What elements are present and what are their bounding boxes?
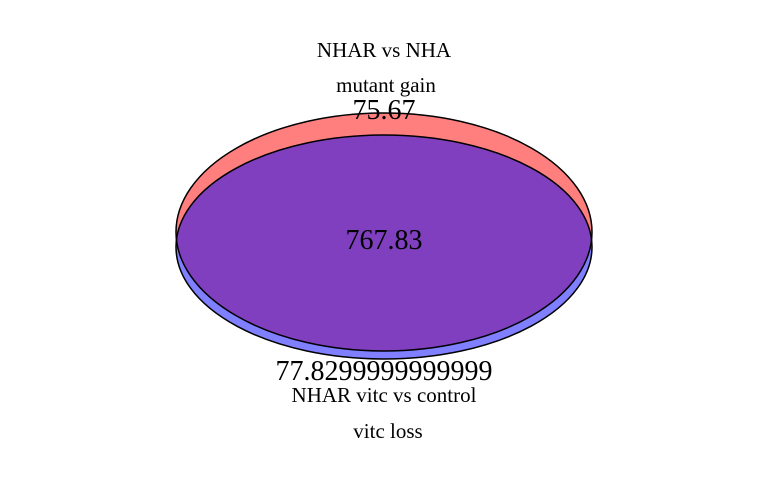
set-b-subtitle: vitc loss [353, 419, 422, 443]
set-a-outline [175, 112, 593, 352]
set-a-subtitle: mutant gain [336, 73, 436, 97]
set-a-unique-value: 75.67 [353, 95, 416, 126]
intersection-value: 767.83 [346, 225, 423, 256]
set-a-title: NHAR vs NHA [317, 38, 452, 62]
set-b-outline [175, 134, 593, 360]
set-b-ellipse [176, 135, 592, 359]
set-b-title: NHAR vitc vs control [292, 383, 477, 407]
set-b-unique-value: 77.8299999999999 [276, 356, 493, 387]
